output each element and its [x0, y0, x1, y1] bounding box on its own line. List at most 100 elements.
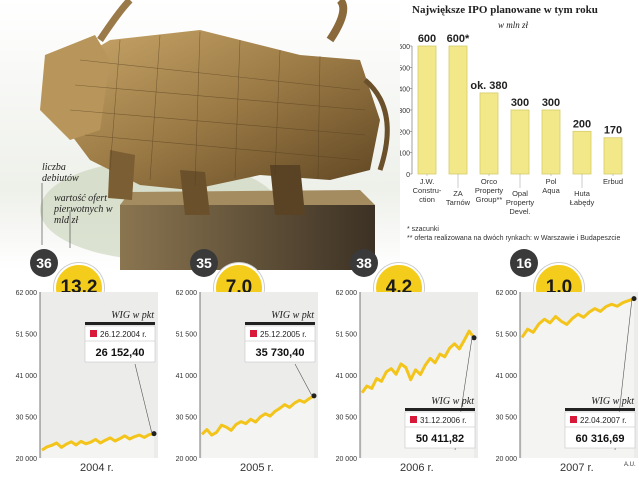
wig-ytick-label: 30 500: [176, 415, 198, 422]
wig-line-chart: 62 000 51 500 41 000 30 500 20 000 WIG w pkt 2…: [496, 290, 638, 463]
ipo-category-label: Opal: [512, 189, 528, 198]
wig-series-line: [200, 394, 315, 437]
wig-ytick-label: 20 000: [336, 456, 358, 463]
ipo-bar: [541, 109, 561, 175]
wig-ytick-label: 51 500: [176, 332, 198, 339]
ipo-chart-title: Największe IPO planowane w tym roku: [412, 4, 598, 16]
ipo-category-label: Devel.: [509, 207, 530, 216]
wig-area: [42, 433, 154, 458]
wig-ytick-label: 41 000: [176, 373, 198, 380]
ipo-bar: [417, 45, 437, 175]
ipo-ytick-label: 300: [400, 108, 410, 115]
ipo-note-estimate: * szacunki: [407, 226, 439, 233]
wig-label: WIG w pkt: [431, 396, 474, 407]
author-credit: A.U.: [624, 462, 636, 468]
ipo-category-label: Group**: [476, 195, 503, 204]
debut-count-badge: 35: [190, 249, 218, 277]
ipo-category-label: Constru-: [413, 186, 442, 195]
ipo-value-label: 300: [511, 97, 529, 109]
ipo-value-label: 170: [604, 125, 622, 137]
ipo-note-two-markets: ** oferta realizowana na dwóch rynkach: …: [407, 235, 621, 242]
ipo-category-label: Property: [506, 198, 535, 207]
bull-sculpture-photo: [0, 0, 400, 270]
date-marker-icon: [570, 416, 577, 423]
wig-line-chart: 62 000 51 500 41 000 30 500 20 000 WIG w pkt 3…: [336, 290, 478, 463]
wig-ytick-label: 41 000: [16, 373, 38, 380]
wig-area: [202, 395, 314, 458]
ipo-ytick-label: 500: [400, 65, 410, 72]
ipo-category-label: Tarnów: [446, 198, 471, 207]
wig-ytick-label: 20 000: [176, 456, 198, 463]
ipo-ytick-label: 100: [400, 151, 410, 158]
wig-series-line: [41, 432, 155, 452]
wig-ytick-label: 30 500: [16, 415, 38, 422]
wig-series-line: [360, 329, 476, 394]
ipo-category-label: Huta: [574, 189, 591, 198]
ipo-ytick-label: 0: [406, 172, 410, 179]
wig-last-point: [471, 335, 477, 341]
ipo-category-label: Łabędy: [570, 198, 595, 207]
legend-pointer-lines: [41, 183, 71, 248]
panel-year-label: 2005 r.: [240, 462, 274, 474]
wig-last-point: [631, 296, 637, 302]
panel-year-label: 2004 r.: [80, 462, 114, 474]
ipo-category-label: Property: [475, 186, 504, 195]
wig-last-value: 60 316,69: [576, 433, 625, 445]
debut-count-badge: 38: [350, 249, 378, 277]
wig-ytick-label: 51 500: [16, 332, 38, 339]
wig-label: WIG w pkt: [111, 310, 154, 321]
ipo-category-label: ction: [419, 195, 435, 204]
offer-value-label: wartość ofert pierwotnych w mld zł: [54, 193, 113, 226]
wig-ytick-label: 41 000: [336, 373, 358, 380]
wig-ytick-label: 30 500: [336, 415, 358, 422]
panel-year-label: 2006 r.: [400, 462, 434, 474]
wig-ytick-label: 51 500: [496, 332, 518, 339]
ipo-ytick-label: 200: [400, 129, 410, 136]
wig-ytick-label: 20 000: [496, 456, 518, 463]
wig-date-label: 22.04.2007 r.: [580, 416, 627, 425]
wig-ytick-label: 62 000: [176, 290, 198, 297]
date-marker-icon: [90, 330, 97, 337]
ipo-chart-unit: w mln zł: [498, 20, 529, 30]
wig-ytick-label: 62 000: [336, 290, 358, 297]
wig-last-point: [311, 393, 317, 399]
wig-last-point: [151, 431, 157, 437]
ipo-bar: [603, 137, 623, 175]
wig-line-chart: 62 000 51 500 41 000 30 500 20 000 WIG w pkt 2…: [176, 290, 318, 463]
ipo-category-label: Erbud: [603, 177, 623, 186]
ipo-bar: [448, 45, 468, 175]
wig-ytick-label: 62 000: [496, 290, 518, 297]
wig-line-chart: 62 000 51 500 41 000 30 500 20 000 WIG w pkt 2…: [16, 290, 158, 463]
ipo-category-label: Orco: [481, 177, 497, 186]
wig-date-label: 25.12.2005 r.: [260, 330, 307, 339]
ipo-bar: [479, 92, 499, 175]
date-marker-icon: [250, 330, 257, 337]
ipo-value-label: 300: [542, 97, 560, 109]
debuts-label: liczba debiutów: [42, 162, 79, 184]
wig-last-value: 35 730,40: [256, 347, 305, 359]
wig-ytick-label: 30 500: [496, 415, 518, 422]
wig-ytick-label: 20 000: [16, 456, 38, 463]
wig-ytick-label: 62 000: [16, 290, 38, 297]
panel-year-label: 2007 r.: [560, 462, 594, 474]
ipo-category-label: J.W.: [420, 177, 435, 186]
ipo-bar: [572, 130, 592, 175]
debut-count-badge: 36: [30, 249, 58, 277]
debut-count-badge: 16: [510, 249, 538, 277]
ipo-ytick-label: 600: [400, 44, 410, 51]
date-marker-icon: [410, 416, 417, 423]
wig-ytick-label: 51 500: [336, 332, 358, 339]
ipo-value-label: ok. 380: [470, 80, 507, 92]
ipo-category-label: Aqua: [542, 186, 560, 195]
ipo-category-label: ZA: [453, 189, 463, 198]
wig-last-value: 26 152,40: [96, 347, 145, 359]
wig-date-label: 26.12.2004 r.: [100, 330, 147, 339]
wig-label: WIG w pkt: [271, 310, 314, 321]
wig-label: WIG w pkt: [591, 396, 634, 407]
wig-ytick-label: 41 000: [496, 373, 518, 380]
ipo-category-label: Pol: [546, 177, 557, 186]
ipo-value-label: 200: [573, 118, 591, 130]
wig-last-value: 50 411,82: [416, 433, 464, 445]
ipo-bar-chart: 0 100 200 300 400 500 600 600 J.W.Constru-ction 6…: [400, 33, 623, 216]
ipo-ytick-label: 400: [400, 87, 410, 94]
